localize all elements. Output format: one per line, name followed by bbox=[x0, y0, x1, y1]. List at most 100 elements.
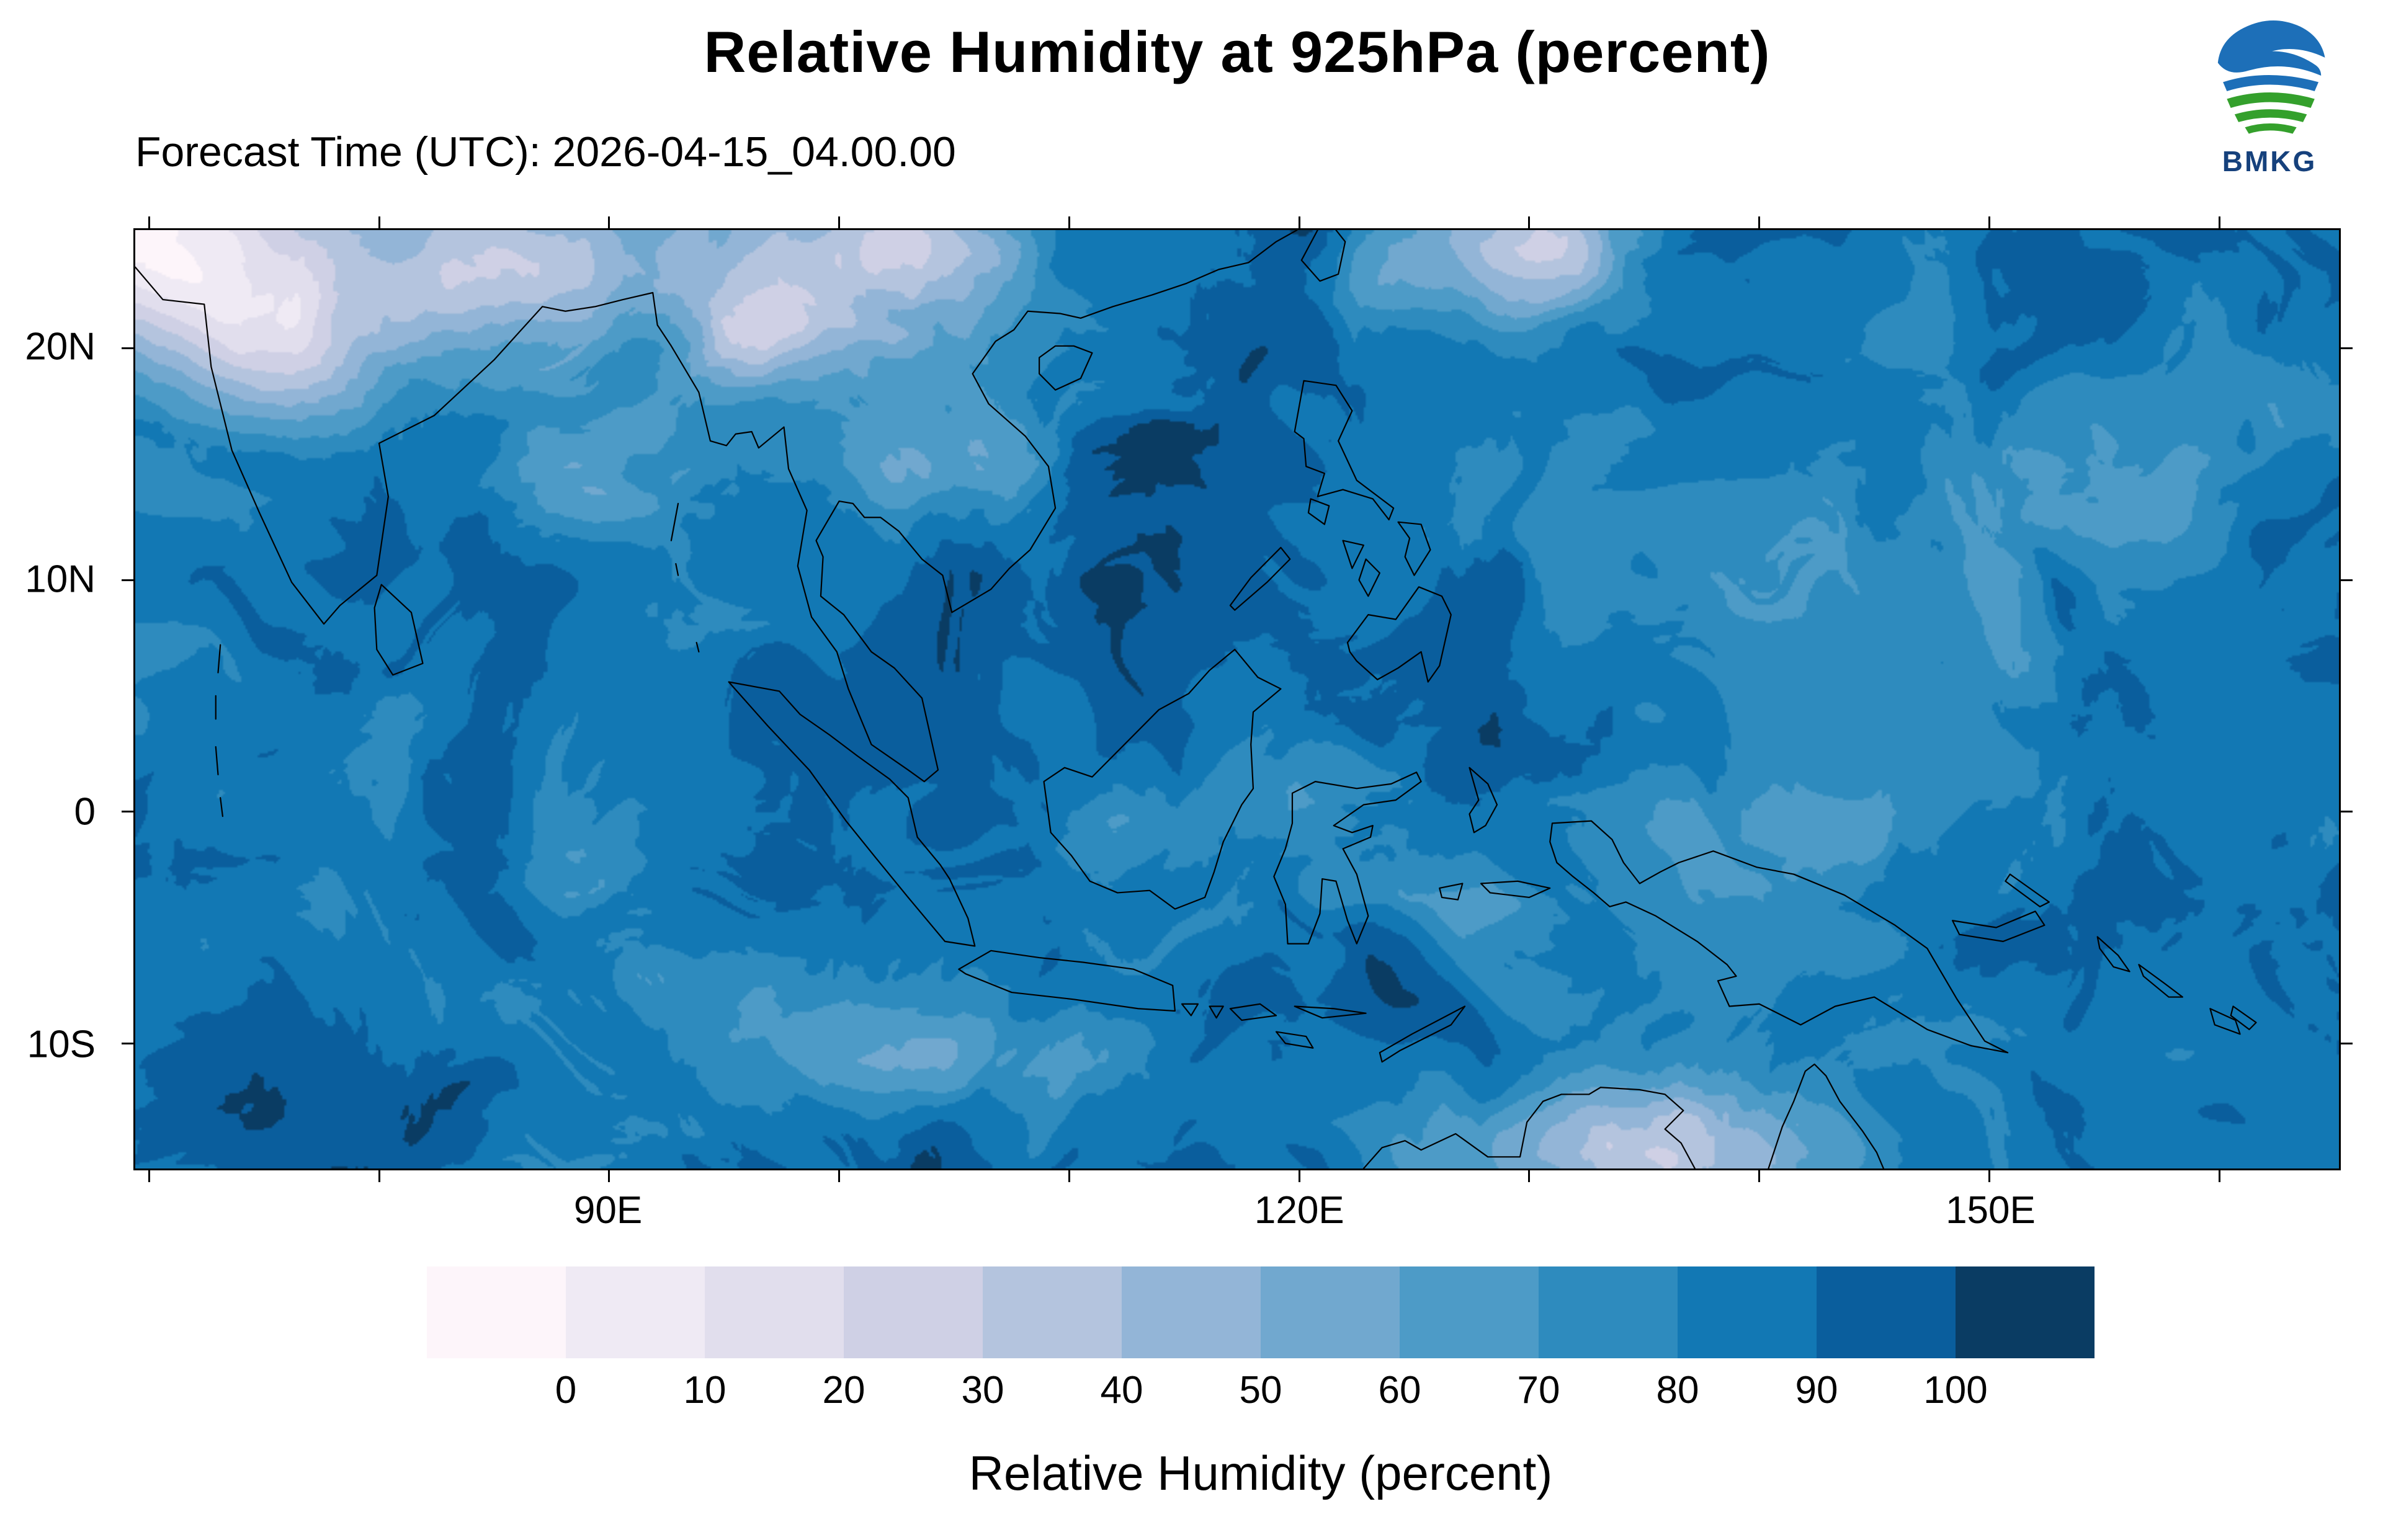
colorbar-segment bbox=[705, 1266, 844, 1358]
colorbar-tick-label: 0 bbox=[555, 1369, 577, 1412]
humidity-field-canvas bbox=[135, 230, 2339, 1168]
x-axis-label: 150E bbox=[1946, 1189, 2036, 1232]
axis-tick bbox=[122, 1042, 133, 1044]
axis-tick bbox=[1528, 216, 1531, 228]
y-axis-label: 10N bbox=[25, 558, 96, 601]
axis-tick bbox=[1068, 1170, 1070, 1182]
colorbar-tick-label: 40 bbox=[1100, 1369, 1143, 1412]
x-axis-label: 90E bbox=[573, 1189, 643, 1232]
coastline-flores bbox=[1295, 1006, 1366, 1018]
colorbar-segment bbox=[427, 1266, 566, 1358]
colorbar-segment bbox=[1817, 1266, 1956, 1358]
coastline-bougainville bbox=[2098, 937, 2130, 971]
coastline-mainland-asia-india bbox=[135, 230, 1297, 781]
coastline-luzon bbox=[1295, 381, 1393, 520]
colorbar-segment bbox=[1539, 1266, 1678, 1358]
coastline-guadalcanal bbox=[2210, 1008, 2240, 1034]
colorbar-segment bbox=[1261, 1266, 1400, 1358]
coastline-mindanao bbox=[1348, 587, 1451, 682]
colorbar-tick-label: 70 bbox=[1517, 1369, 1560, 1412]
coastline-sumbawa bbox=[1230, 1004, 1276, 1020]
coastline-hainan bbox=[1039, 346, 1092, 390]
coastline-australia-north bbox=[1364, 1064, 1884, 1168]
coastline-sri-lanka bbox=[375, 585, 423, 675]
coastline-java bbox=[959, 951, 1175, 1011]
coastline-panay bbox=[1343, 541, 1364, 569]
colorbar-segment bbox=[1678, 1266, 1817, 1358]
colorbar-segment bbox=[1956, 1266, 2095, 1358]
forecast-time-label: Forecast Time (UTC): 2026-04-15_04.00.00 bbox=[135, 128, 956, 176]
colorbar-tick-label: 20 bbox=[822, 1369, 865, 1412]
axis-tick bbox=[2341, 1042, 2353, 1044]
coastline-sumatra bbox=[729, 682, 975, 946]
colorbar-segment bbox=[1122, 1266, 1261, 1358]
coastline-andaman-nicobar bbox=[671, 504, 699, 652]
axis-tick bbox=[148, 1170, 150, 1182]
coastline-bali bbox=[1182, 1004, 1198, 1016]
colorbar-tick-label: 60 bbox=[1378, 1369, 1421, 1412]
axis-tick bbox=[2341, 811, 2353, 813]
coastline-taiwan bbox=[1302, 230, 1345, 281]
axis-tick bbox=[1758, 1170, 1761, 1182]
y-axis-label: 10S bbox=[27, 1023, 96, 1066]
colorbar-tick-label: 80 bbox=[1656, 1369, 1699, 1412]
axis-tick bbox=[2218, 1170, 2220, 1182]
axis-tick bbox=[838, 216, 841, 228]
axis-tick bbox=[1758, 216, 1761, 228]
coastline-borneo bbox=[1044, 649, 1281, 909]
x-axis-label: 120E bbox=[1254, 1189, 1344, 1232]
coastline-solomons-west bbox=[2139, 964, 2182, 997]
axis-tick bbox=[378, 1170, 380, 1182]
axis-tick bbox=[122, 579, 133, 581]
axis-tick bbox=[608, 216, 610, 228]
colorbar-tick-label: 100 bbox=[1923, 1369, 1988, 1412]
axis-tick bbox=[1068, 216, 1070, 228]
x-axis-labels: 90E 120E 150E bbox=[133, 1188, 2341, 1238]
coastline-lombok bbox=[1210, 1006, 1223, 1018]
coastline-malaita bbox=[2231, 1006, 2256, 1029]
coastline-new-guinea bbox=[1550, 821, 2008, 1053]
axis-tick bbox=[148, 216, 150, 228]
colorbar-segment bbox=[844, 1266, 983, 1358]
axis-tick bbox=[1298, 1170, 1300, 1182]
coastline-halmahera bbox=[1469, 768, 1496, 833]
coastline-maldives bbox=[216, 645, 223, 816]
axis-tick bbox=[2341, 347, 2353, 350]
colorbar-tick-label: 10 bbox=[683, 1369, 727, 1412]
coastlines-overlay bbox=[135, 230, 2339, 1168]
axis-tick bbox=[838, 1170, 841, 1182]
coastline-timor bbox=[1380, 1006, 1465, 1062]
y-axis-label: 0 bbox=[74, 790, 96, 834]
y-axis-label: 20N bbox=[25, 325, 96, 368]
axis-tick bbox=[2218, 216, 2220, 228]
map-plot-area bbox=[122, 216, 2353, 1182]
y-axis-labels: 20N 10N 0 10S bbox=[0, 228, 117, 1170]
coastline-new-britain bbox=[1952, 911, 2044, 941]
coastline-negros bbox=[1359, 559, 1380, 596]
coastline-samar-leyte bbox=[1398, 522, 1431, 576]
colorbar-caption: Relative Humidity (percent) bbox=[968, 1446, 1553, 1500]
coastline-seram bbox=[1481, 881, 1550, 897]
coastline-new-ireland bbox=[2005, 875, 2049, 907]
colorbar-tick-label: 30 bbox=[961, 1369, 1004, 1412]
axis-tick bbox=[122, 811, 133, 813]
page-title: Relative Humidity at 925hPa (percent) bbox=[704, 19, 1771, 84]
coastline-sulawesi bbox=[1274, 772, 1421, 943]
colorbar-segment bbox=[983, 1266, 1122, 1358]
axis-tick bbox=[1988, 216, 1990, 228]
coastline-buru bbox=[1439, 883, 1462, 899]
coastline-mindoro bbox=[1308, 499, 1329, 524]
bmkg-logo-icon bbox=[2217, 20, 2325, 134]
colorbar-segment bbox=[1400, 1266, 1539, 1358]
bmkg-logo: BMKG bbox=[2192, 11, 2347, 178]
colorbar-tick-label: 50 bbox=[1239, 1369, 1282, 1412]
axis-tick bbox=[122, 347, 133, 350]
axis-tick bbox=[1988, 1170, 1990, 1182]
coastline-sumba bbox=[1276, 1032, 1313, 1048]
axis-tick bbox=[608, 1170, 610, 1182]
colorbar bbox=[427, 1266, 2095, 1358]
axis-tick bbox=[1528, 1170, 1531, 1182]
axis-tick bbox=[2341, 579, 2353, 581]
axis-tick bbox=[378, 216, 380, 228]
